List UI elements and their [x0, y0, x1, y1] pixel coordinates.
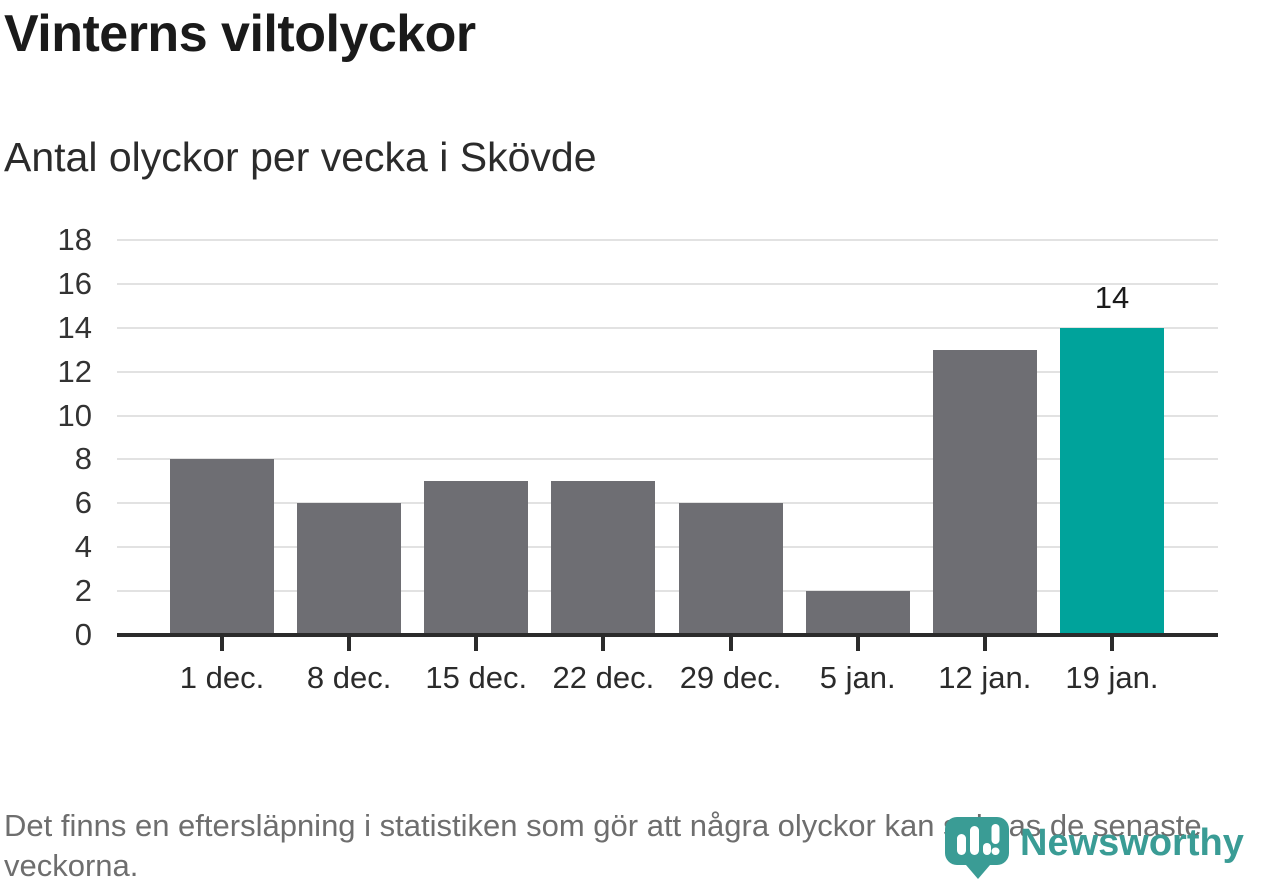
- bar-12-jan-: [932, 349, 1037, 635]
- y-axis-tick-label: 14: [57, 309, 92, 345]
- y-axis-tick-label: 4: [74, 529, 92, 565]
- x-axis-line: [117, 633, 1218, 637]
- y-axis-tick-label: 2: [74, 573, 92, 609]
- bar-1-dec-: [170, 459, 274, 635]
- x-axis-tick-mark: [347, 637, 352, 651]
- x-axis-tick-label: 12 jan.: [938, 660, 1032, 695]
- chart-subtitle: Antal olyckor per vecka i Skövde: [4, 134, 597, 180]
- x-axis-tick-mark: [982, 637, 987, 651]
- gridline-y-10: [117, 414, 1218, 417]
- gridline-y-2: [117, 590, 1218, 593]
- x-axis-tick-label: 8 dec.: [306, 660, 392, 695]
- y-axis-tick-label: 10: [57, 397, 92, 433]
- x-axis-tick-label: 15 dec.: [425, 660, 528, 695]
- x-axis-tick-mark: [220, 637, 224, 651]
- chart-title: Vinterns viltolyckor: [4, 5, 476, 63]
- gridline-y-12: [117, 370, 1218, 373]
- gridline-y-16: [117, 282, 1218, 285]
- y-axis-tick-label: 16: [57, 265, 92, 301]
- bar-19-jan-: [1059, 327, 1164, 635]
- x-axis-tick-label: 1 dec.: [179, 660, 265, 695]
- x-axis-tick-mark: [474, 637, 479, 651]
- newsworthy-logo: Newsworthy: [944, 816, 1244, 879]
- bar-value-label: 14: [1094, 279, 1130, 315]
- bar-15-dec-: [424, 481, 529, 635]
- bar-5-jan-: [805, 591, 910, 635]
- y-axis-tick-label: 18: [57, 222, 92, 257]
- x-axis-tick-label: 22 dec.: [552, 660, 655, 695]
- x-axis-tick-mark: [855, 637, 860, 651]
- gridline-y-6: [117, 502, 1218, 505]
- newsworthy-wordmark: Newsworthy: [1020, 822, 1244, 864]
- gridline-y-18: [117, 239, 1218, 241]
- gridline-y-8: [117, 458, 1218, 461]
- bar-29-dec-: [678, 503, 783, 635]
- x-axis-tick-label: 5 jan.: [819, 660, 896, 695]
- bar-22-dec-: [551, 481, 656, 635]
- y-axis-tick-label: 0: [74, 617, 92, 652]
- x-axis-tick-label: 29 dec.: [679, 660, 782, 695]
- y-axis-tick-label: 12: [57, 353, 92, 389]
- bar-8-dec-: [297, 503, 402, 635]
- y-axis-tick-label: 8: [74, 441, 92, 477]
- newsworthy-bubble-chart-icon: [945, 817, 1009, 879]
- x-axis-tick-mark: [728, 637, 733, 651]
- x-axis-tick-mark: [601, 637, 606, 651]
- gridline-y-4: [117, 546, 1218, 549]
- y-axis-tick-label: 6: [74, 485, 92, 521]
- x-axis-tick-label: 19 jan.: [1065, 660, 1159, 695]
- gridline-y-14: [117, 326, 1218, 329]
- x-axis-tick-mark: [1109, 637, 1114, 651]
